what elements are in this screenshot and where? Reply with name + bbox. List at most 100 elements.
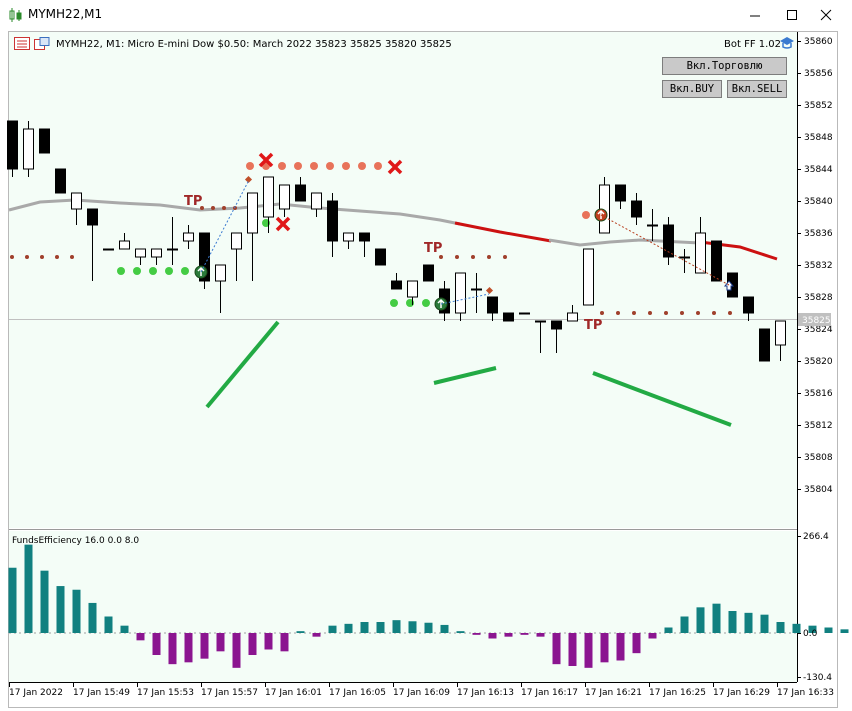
candle[interactable] [39,128,50,154]
indicator-pane[interactable] [9,531,797,682]
level-dot [455,255,459,259]
level-dot [165,267,173,275]
indicator-bar [584,633,593,668]
candle[interactable] [263,176,274,233]
candle[interactable] [103,248,114,251]
candle[interactable] [631,193,642,225]
indicator-bar [264,633,273,650]
candle[interactable] [7,120,18,177]
candle[interactable] [23,121,34,177]
price-axis-label: 35836 [804,229,833,239]
candle[interactable] [87,208,98,281]
candle[interactable] [55,168,66,194]
candle[interactable] [519,312,530,315]
bull-candle-body [455,272,466,314]
bull-candle-body [119,240,130,250]
indicator-bar [472,633,481,635]
level-dot [696,311,700,315]
candle[interactable] [567,305,578,322]
bear-candle-body [759,328,770,362]
candle[interactable] [311,192,322,217]
indicator-bar [648,633,657,639]
candle[interactable] [247,192,258,281]
bear-candle-body [663,224,674,258]
candle[interactable] [391,273,402,290]
close-button[interactable] [811,4,841,26]
candle[interactable] [583,248,594,306]
candle[interactable] [711,240,722,282]
close-x-marker[interactable] [275,216,291,232]
price-axis-label: 35804 [804,485,833,495]
chart-window-icon[interactable] [34,37,50,50]
enable-sell-button[interactable]: Вкл.SELL [727,80,787,98]
level-dot [422,299,430,307]
candle[interactable] [279,184,290,217]
candle[interactable] [375,248,386,266]
main-pane[interactable] [9,32,797,528]
enable-trading-button[interactable]: Вкл.Торговлю [662,57,787,75]
candle[interactable] [471,273,482,313]
candle[interactable] [647,209,658,241]
level-dot [582,211,590,219]
candlestick-app-icon [9,8,22,22]
candle[interactable] [231,232,242,281]
level-dot [487,255,491,259]
bull-candle-body [167,248,178,251]
enable-buy-button[interactable]: Вкл.BUY [662,80,722,98]
bull-candle-body [23,128,34,170]
tp-label: TP [184,194,202,209]
level-dot [439,255,443,259]
trend-line[interactable] [592,371,732,427]
candle[interactable] [775,320,786,361]
bear-candle-body [359,232,370,242]
candle[interactable] [759,328,770,362]
candle[interactable] [167,217,178,265]
candle[interactable] [551,320,562,353]
close-x-marker[interactable] [387,159,403,175]
candle[interactable] [743,296,754,321]
candle[interactable] [615,184,626,209]
close-x-marker[interactable] [258,152,274,168]
candle[interactable] [295,177,306,202]
candle[interactable] [663,217,674,265]
chart-list-icon[interactable] [14,37,30,50]
candle[interactable] [599,177,610,234]
candle[interactable] [407,280,418,305]
minimize-button[interactable] [740,4,770,26]
diamond-marker [244,175,253,184]
candle[interactable] [503,312,514,322]
indicator-axis-label: 266.4 [803,532,829,542]
candle[interactable] [327,193,338,257]
candle[interactable] [71,192,82,225]
level-dot [117,267,125,275]
tp-label: TP [584,318,602,333]
candle[interactable] [343,232,354,249]
candle[interactable] [215,264,226,313]
ea-label: Bot FF 1.02 [724,39,781,50]
indicator-bar [792,623,801,633]
candle[interactable] [359,232,370,257]
candle[interactable] [183,225,194,249]
candle[interactable] [487,296,498,321]
candle[interactable] [135,248,146,265]
indicator-bar [680,616,689,633]
bear-candle-body [39,128,50,154]
candle[interactable] [535,320,546,353]
candle[interactable] [695,217,706,274]
indicator-bar [840,629,849,633]
trend-line[interactable] [205,320,280,409]
trend-line[interactable] [433,366,497,385]
indicator-axis-label: -130.4 [803,673,832,683]
level-dot [211,206,215,210]
level-dot [222,206,226,210]
indicator-bar [312,633,321,637]
maximize-button[interactable] [777,4,807,26]
bull-candle-body [311,192,322,210]
candle[interactable] [151,248,162,265]
candle[interactable] [423,264,434,282]
candle[interactable] [455,272,466,321]
price-axis-label: 35840 [804,197,833,207]
candle[interactable] [119,233,130,250]
candle[interactable] [199,232,210,289]
